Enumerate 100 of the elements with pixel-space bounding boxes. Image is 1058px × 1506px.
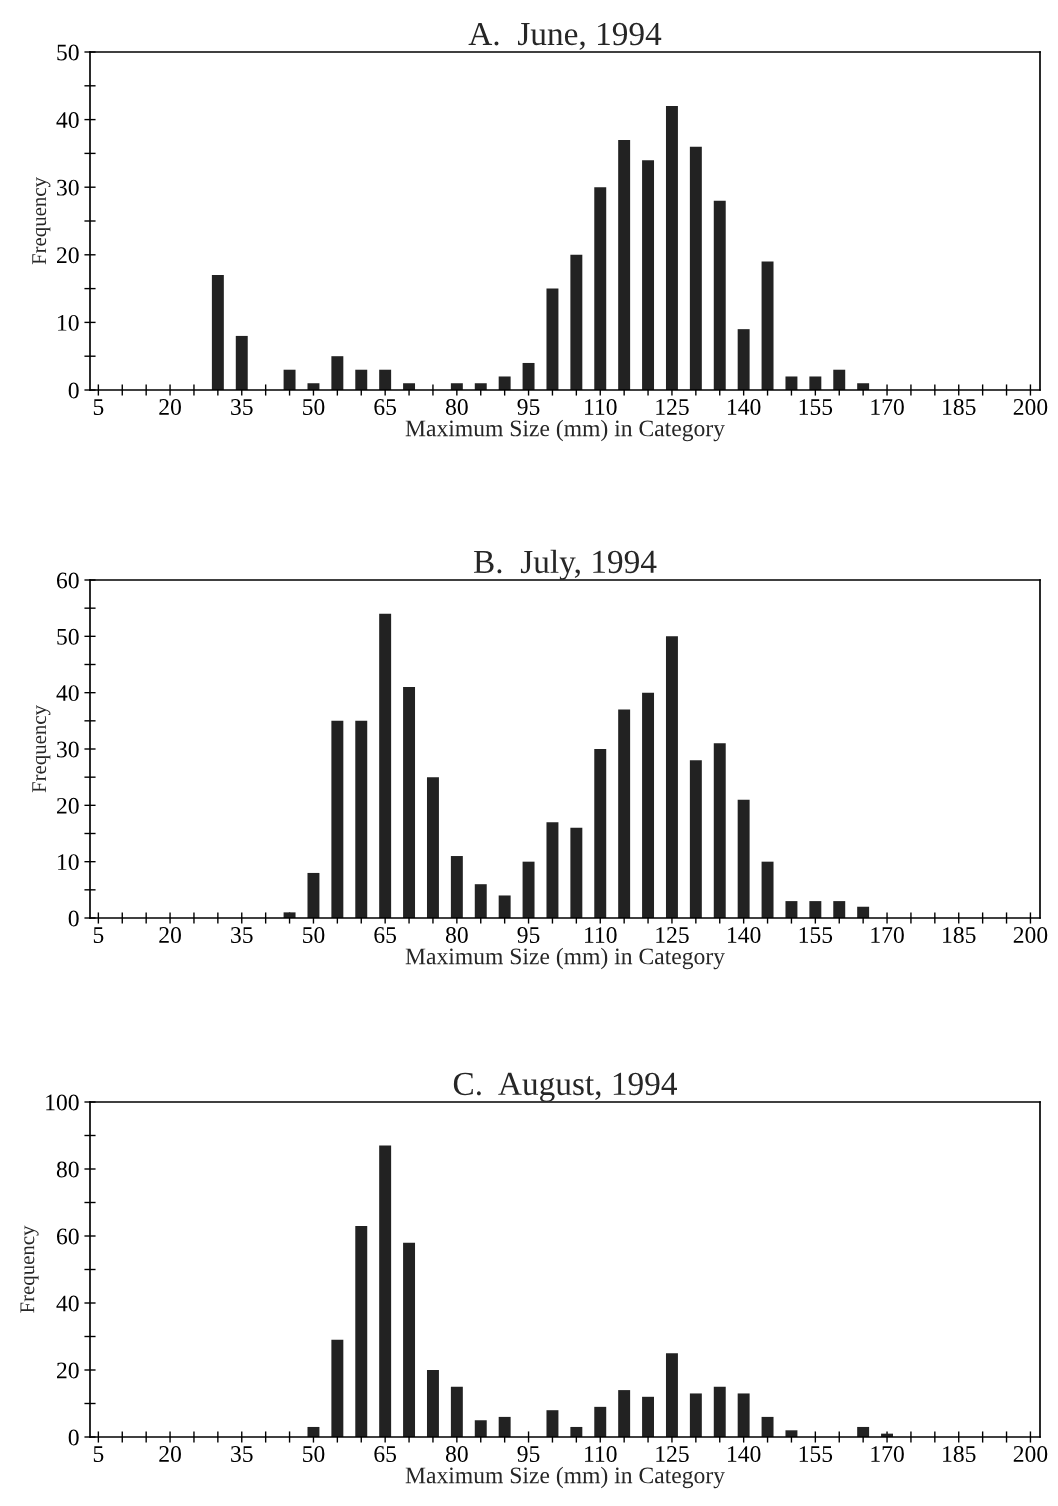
- x-tick-label: 35: [231, 927, 253, 943]
- y-tick-label: 40: [56, 1295, 79, 1312]
- bar: [331, 1339, 344, 1437]
- bar: [857, 1426, 870, 1437]
- bar: [833, 369, 846, 390]
- y-tick-label: 20: [57, 797, 79, 814]
- x-tick-label: 170: [871, 927, 904, 943]
- bar: [594, 187, 607, 390]
- bar: [307, 1426, 320, 1437]
- bar: [642, 160, 655, 390]
- bar: [761, 261, 774, 390]
- x-tick-label: 110: [585, 927, 617, 943]
- chart-title: C. August, 1994: [453, 1072, 677, 1102]
- y-tick-label: 0: [68, 1429, 79, 1446]
- bar: [665, 636, 678, 918]
- y-tick-label: 10: [58, 854, 79, 871]
- bar: [379, 613, 392, 918]
- x-tick-label: 95: [517, 399, 540, 415]
- y-tick-label: 20: [57, 1362, 79, 1379]
- x-tick-label: 65: [374, 927, 397, 943]
- bar: [450, 856, 463, 918]
- bar: [713, 200, 726, 390]
- y-tick-label: 0: [68, 910, 79, 927]
- y-tick-label: 40: [56, 112, 79, 129]
- x-tick-label: 20: [159, 927, 181, 943]
- bar: [785, 376, 798, 390]
- bar: [570, 827, 583, 918]
- bar: [665, 106, 678, 390]
- bar: [618, 709, 631, 918]
- x-tick-label: 110: [585, 399, 617, 415]
- bar: [689, 760, 702, 918]
- bar: [450, 1386, 463, 1437]
- x-tick-label: 200: [1013, 927, 1048, 943]
- x-tick-label: 20: [159, 1446, 181, 1462]
- bar: [522, 861, 535, 918]
- bar: [498, 895, 511, 918]
- bar: [474, 1420, 487, 1437]
- bar: [737, 1393, 750, 1437]
- x-axis-title: Maximum Size (mm) in Category: [405, 419, 725, 442]
- x-tick-label: 95: [517, 927, 540, 943]
- bar: [546, 1410, 559, 1437]
- y-tick-label: 0: [68, 382, 79, 399]
- y-axis-title: Frequency: [20, 1225, 39, 1313]
- x-tick-label: 80: [445, 1446, 468, 1462]
- bar: [785, 1430, 798, 1437]
- bar: [594, 1406, 607, 1437]
- bar: [809, 376, 822, 390]
- x-tick-label: 200: [1013, 399, 1048, 415]
- x-tick-label: 5: [93, 927, 104, 943]
- x-tick-label: 155: [799, 399, 833, 415]
- bar: [761, 1416, 774, 1437]
- x-tick-label: 140: [728, 927, 761, 943]
- x-tick-label: 185: [943, 927, 976, 943]
- bar: [355, 369, 368, 390]
- x-tick-label: 125: [656, 399, 689, 415]
- bar: [785, 901, 798, 918]
- bar: [426, 1370, 439, 1437]
- x-tick-label: 35: [231, 1446, 253, 1462]
- bar: [833, 901, 846, 918]
- y-tick-label: 40: [56, 685, 79, 702]
- bar: [498, 1416, 511, 1437]
- x-tick-label: 125: [656, 927, 689, 943]
- x-tick-label: 200: [1013, 1446, 1048, 1462]
- x-tick-label: 80: [445, 399, 468, 415]
- bar: [235, 335, 248, 390]
- bar: [618, 139, 631, 390]
- bar: [379, 1145, 392, 1437]
- x-tick-label: 50: [303, 399, 325, 415]
- y-tick-label: 80: [56, 1161, 79, 1178]
- bar: [283, 912, 296, 918]
- x-tick-label: 95: [517, 1446, 540, 1462]
- x-tick-label: 170: [871, 399, 904, 415]
- bar: [689, 1393, 702, 1437]
- x-tick-label: 5: [93, 399, 104, 415]
- bar: [594, 749, 607, 918]
- bar: [665, 1353, 678, 1437]
- bar: [713, 743, 726, 918]
- y-tick-label: 100: [46, 1094, 79, 1111]
- x-tick-label: 155: [799, 1446, 833, 1462]
- x-tick-label: 65: [374, 399, 397, 415]
- bar: [737, 329, 750, 390]
- chart-title: B. July, 1994: [473, 549, 657, 580]
- bar: [331, 356, 344, 390]
- bar: [355, 1225, 368, 1437]
- chart-title: A. June, 1994: [468, 22, 662, 51]
- y-axis-title: Frequency: [32, 177, 51, 265]
- bar: [426, 777, 439, 918]
- x-tick-label: 110: [585, 1446, 617, 1462]
- x-axis-title: Maximum Size (mm) in Category: [405, 947, 725, 970]
- bar: [570, 1426, 583, 1437]
- bar: [403, 687, 416, 918]
- bar: [283, 369, 296, 390]
- x-axis-title: Maximum Size (mm) in Category: [405, 1466, 725, 1489]
- x-tick-label: 170: [871, 1446, 904, 1462]
- x-tick-label: 35: [231, 399, 253, 415]
- x-tick-label: 20: [159, 399, 181, 415]
- bar: [761, 861, 774, 918]
- x-tick-label: 5: [93, 1446, 104, 1462]
- x-tick-label: 50: [303, 927, 325, 943]
- x-tick-label: 65: [374, 1446, 397, 1462]
